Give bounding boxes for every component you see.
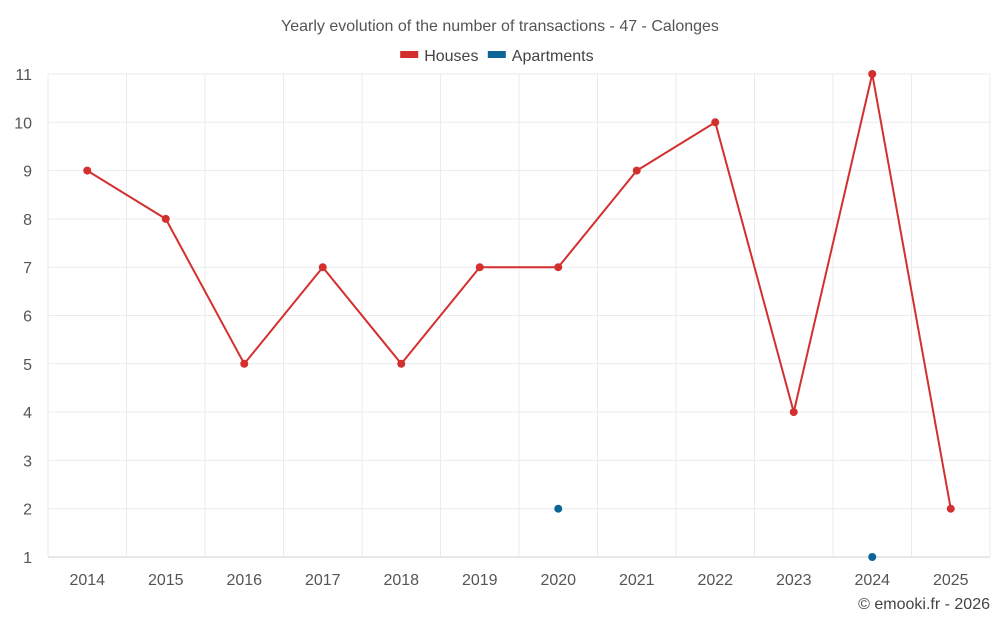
data-point-houses[interactable] bbox=[318, 263, 327, 272]
data-point-houses[interactable] bbox=[789, 408, 798, 417]
y-tick-label: 1 bbox=[23, 550, 32, 567]
y-tick-label: 7 bbox=[23, 260, 32, 277]
data-point-houses[interactable] bbox=[632, 166, 641, 175]
data-point-houses[interactable] bbox=[475, 263, 484, 272]
grid bbox=[47, 73, 991, 558]
legend: Houses Apartments bbox=[400, 48, 594, 65]
legend-label-houses[interactable]: Houses bbox=[424, 48, 478, 65]
x-tick-label: 2024 bbox=[854, 572, 890, 589]
x-tick-label: 2015 bbox=[148, 572, 184, 589]
x-tick-label: 2014 bbox=[69, 572, 105, 589]
data-point-apartments[interactable] bbox=[868, 553, 877, 561]
data-point-houses[interactable] bbox=[711, 118, 720, 127]
data-point-houses[interactable] bbox=[397, 359, 406, 368]
y-tick-label: 2 bbox=[23, 502, 32, 519]
y-tick-label: 11 bbox=[15, 67, 32, 84]
data-point-houses[interactable] bbox=[868, 70, 877, 78]
x-tick-label: 2022 bbox=[697, 572, 733, 589]
y-tick-label: 5 bbox=[23, 357, 32, 374]
data-point-houses[interactable] bbox=[946, 504, 955, 513]
y-tick-label: 4 bbox=[23, 405, 32, 422]
series-group bbox=[83, 70, 955, 561]
y-tick-label: 3 bbox=[23, 453, 32, 470]
data-point-apartments[interactable] bbox=[554, 504, 563, 513]
x-tick-label: 2016 bbox=[226, 572, 262, 589]
x-tick-label: 2021 bbox=[619, 572, 655, 589]
y-tick-label: 10 bbox=[14, 115, 32, 132]
legend-swatch-houses bbox=[400, 51, 419, 58]
data-point-houses[interactable] bbox=[554, 263, 563, 272]
x-tick-label: 2019 bbox=[462, 572, 498, 589]
data-point-houses[interactable] bbox=[83, 166, 92, 175]
x-axis: 2014 2015 2016 2017 2018 2019 2020 2021 2022 2023… bbox=[69, 572, 968, 589]
x-tick-label: 2017 bbox=[305, 572, 341, 589]
data-point-houses[interactable] bbox=[161, 214, 170, 223]
chart-title: Yearly evolution of the number of transa… bbox=[281, 18, 719, 35]
x-tick-label: 2018 bbox=[383, 572, 419, 589]
x-tick-label: 2025 bbox=[933, 572, 969, 589]
legend-label-apartments[interactable]: Apartments bbox=[512, 48, 594, 65]
y-axis: 1 2 3 4 5 6 7 8 9 10 11 bbox=[14, 67, 32, 567]
x-tick-label: 2023 bbox=[776, 572, 812, 589]
series-line-houses bbox=[86, 73, 952, 509]
legend-swatch-apartments bbox=[487, 51, 506, 58]
x-tick-label: 2020 bbox=[540, 572, 576, 589]
credit-text: © emooki.fr - 2026 bbox=[858, 596, 990, 613]
data-point-houses[interactable] bbox=[240, 359, 249, 368]
y-tick-label: 6 bbox=[23, 309, 32, 326]
y-tick-label: 8 bbox=[23, 212, 32, 229]
y-tick-label: 9 bbox=[23, 164, 32, 181]
